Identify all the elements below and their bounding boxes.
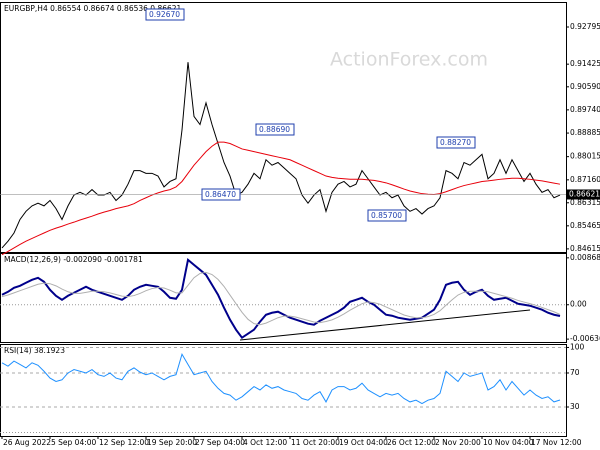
last-price-label: 0.86621 xyxy=(569,189,600,198)
y-tick-label: 0.84615 xyxy=(570,244,600,253)
y-tick-label: 0.90590 xyxy=(570,82,600,91)
last-price-box xyxy=(566,189,600,200)
y-tick-label: 70 xyxy=(570,368,580,377)
y-tick-label: 0.91425 xyxy=(570,59,600,68)
y-tick-label: 0.86315 xyxy=(570,198,600,207)
y-tick-label: 0.87160 xyxy=(570,175,600,184)
x-tick-label: 2 Nov 20:00 xyxy=(435,438,481,447)
annotation: 0.92670 xyxy=(149,10,180,19)
series-line xyxy=(1,141,561,256)
annotation-box xyxy=(436,136,476,149)
x-tick-label: 27 Sep 04:00 xyxy=(195,438,245,447)
annotation: 0.88270 xyxy=(440,138,471,147)
series-line xyxy=(1,353,561,405)
panel-title: EURGBP,H4 0.86554 0.86674 0.86536 0.8662… xyxy=(4,4,182,13)
series-line xyxy=(1,271,561,326)
macd-panel xyxy=(0,253,567,343)
panel-title: MACD(12,26,9) -0.002090 -0.001781 xyxy=(4,255,143,264)
series-line xyxy=(1,62,561,249)
y-tick-label: 0.00 xyxy=(570,300,587,309)
annotation-box xyxy=(367,209,407,222)
price-panel xyxy=(0,2,567,253)
x-tick-label: 5 Sep 04:00 xyxy=(51,438,97,447)
x-tick-label: 10 Nov 04:00 xyxy=(483,438,534,447)
y-tick-label: 0.008686 xyxy=(570,253,600,262)
annotation: 0.86470 xyxy=(205,190,236,199)
x-tick-label: 19 Sep 20:00 xyxy=(147,438,197,447)
x-tick-label: 17 Nov 12:00 xyxy=(531,438,582,447)
annotation-box xyxy=(255,123,295,136)
trend-line xyxy=(239,309,531,341)
y-tick-label: 30 xyxy=(570,402,580,411)
x-tick-label: 26 Aug 2022 xyxy=(3,438,51,447)
y-tick-label: 0.89740 xyxy=(570,105,600,114)
y-tick-label: 0.92795 xyxy=(570,22,600,31)
x-tick-label: 4 Oct 12:00 xyxy=(243,438,287,447)
y-tick-label: 0.88885 xyxy=(570,128,600,137)
annotation-box xyxy=(145,8,185,21)
y-tick-label: 0.85465 xyxy=(570,221,600,230)
x-tick-label: 12 Sep 12:00 xyxy=(99,438,149,447)
annotation-box xyxy=(201,188,241,201)
x-tick-label: 19 Oct 04:00 xyxy=(339,438,388,447)
annotation: 0.85700 xyxy=(371,211,402,220)
x-tick-label: 26 Oct 12:00 xyxy=(387,438,436,447)
annotation: 0.88690 xyxy=(259,125,290,134)
series-line xyxy=(1,257,561,340)
panel-title: RSI(14) 38.1923 xyxy=(4,346,65,355)
y-tick-label: 0.88015 xyxy=(570,152,600,161)
y-tick-label: -0.006366 xyxy=(570,334,600,343)
y-tick-label: 100 xyxy=(570,342,585,351)
x-tick-label: 11 Oct 20:00 xyxy=(291,438,340,447)
watermark: ActionForex.com xyxy=(330,49,488,71)
rsi-panel xyxy=(0,344,567,437)
